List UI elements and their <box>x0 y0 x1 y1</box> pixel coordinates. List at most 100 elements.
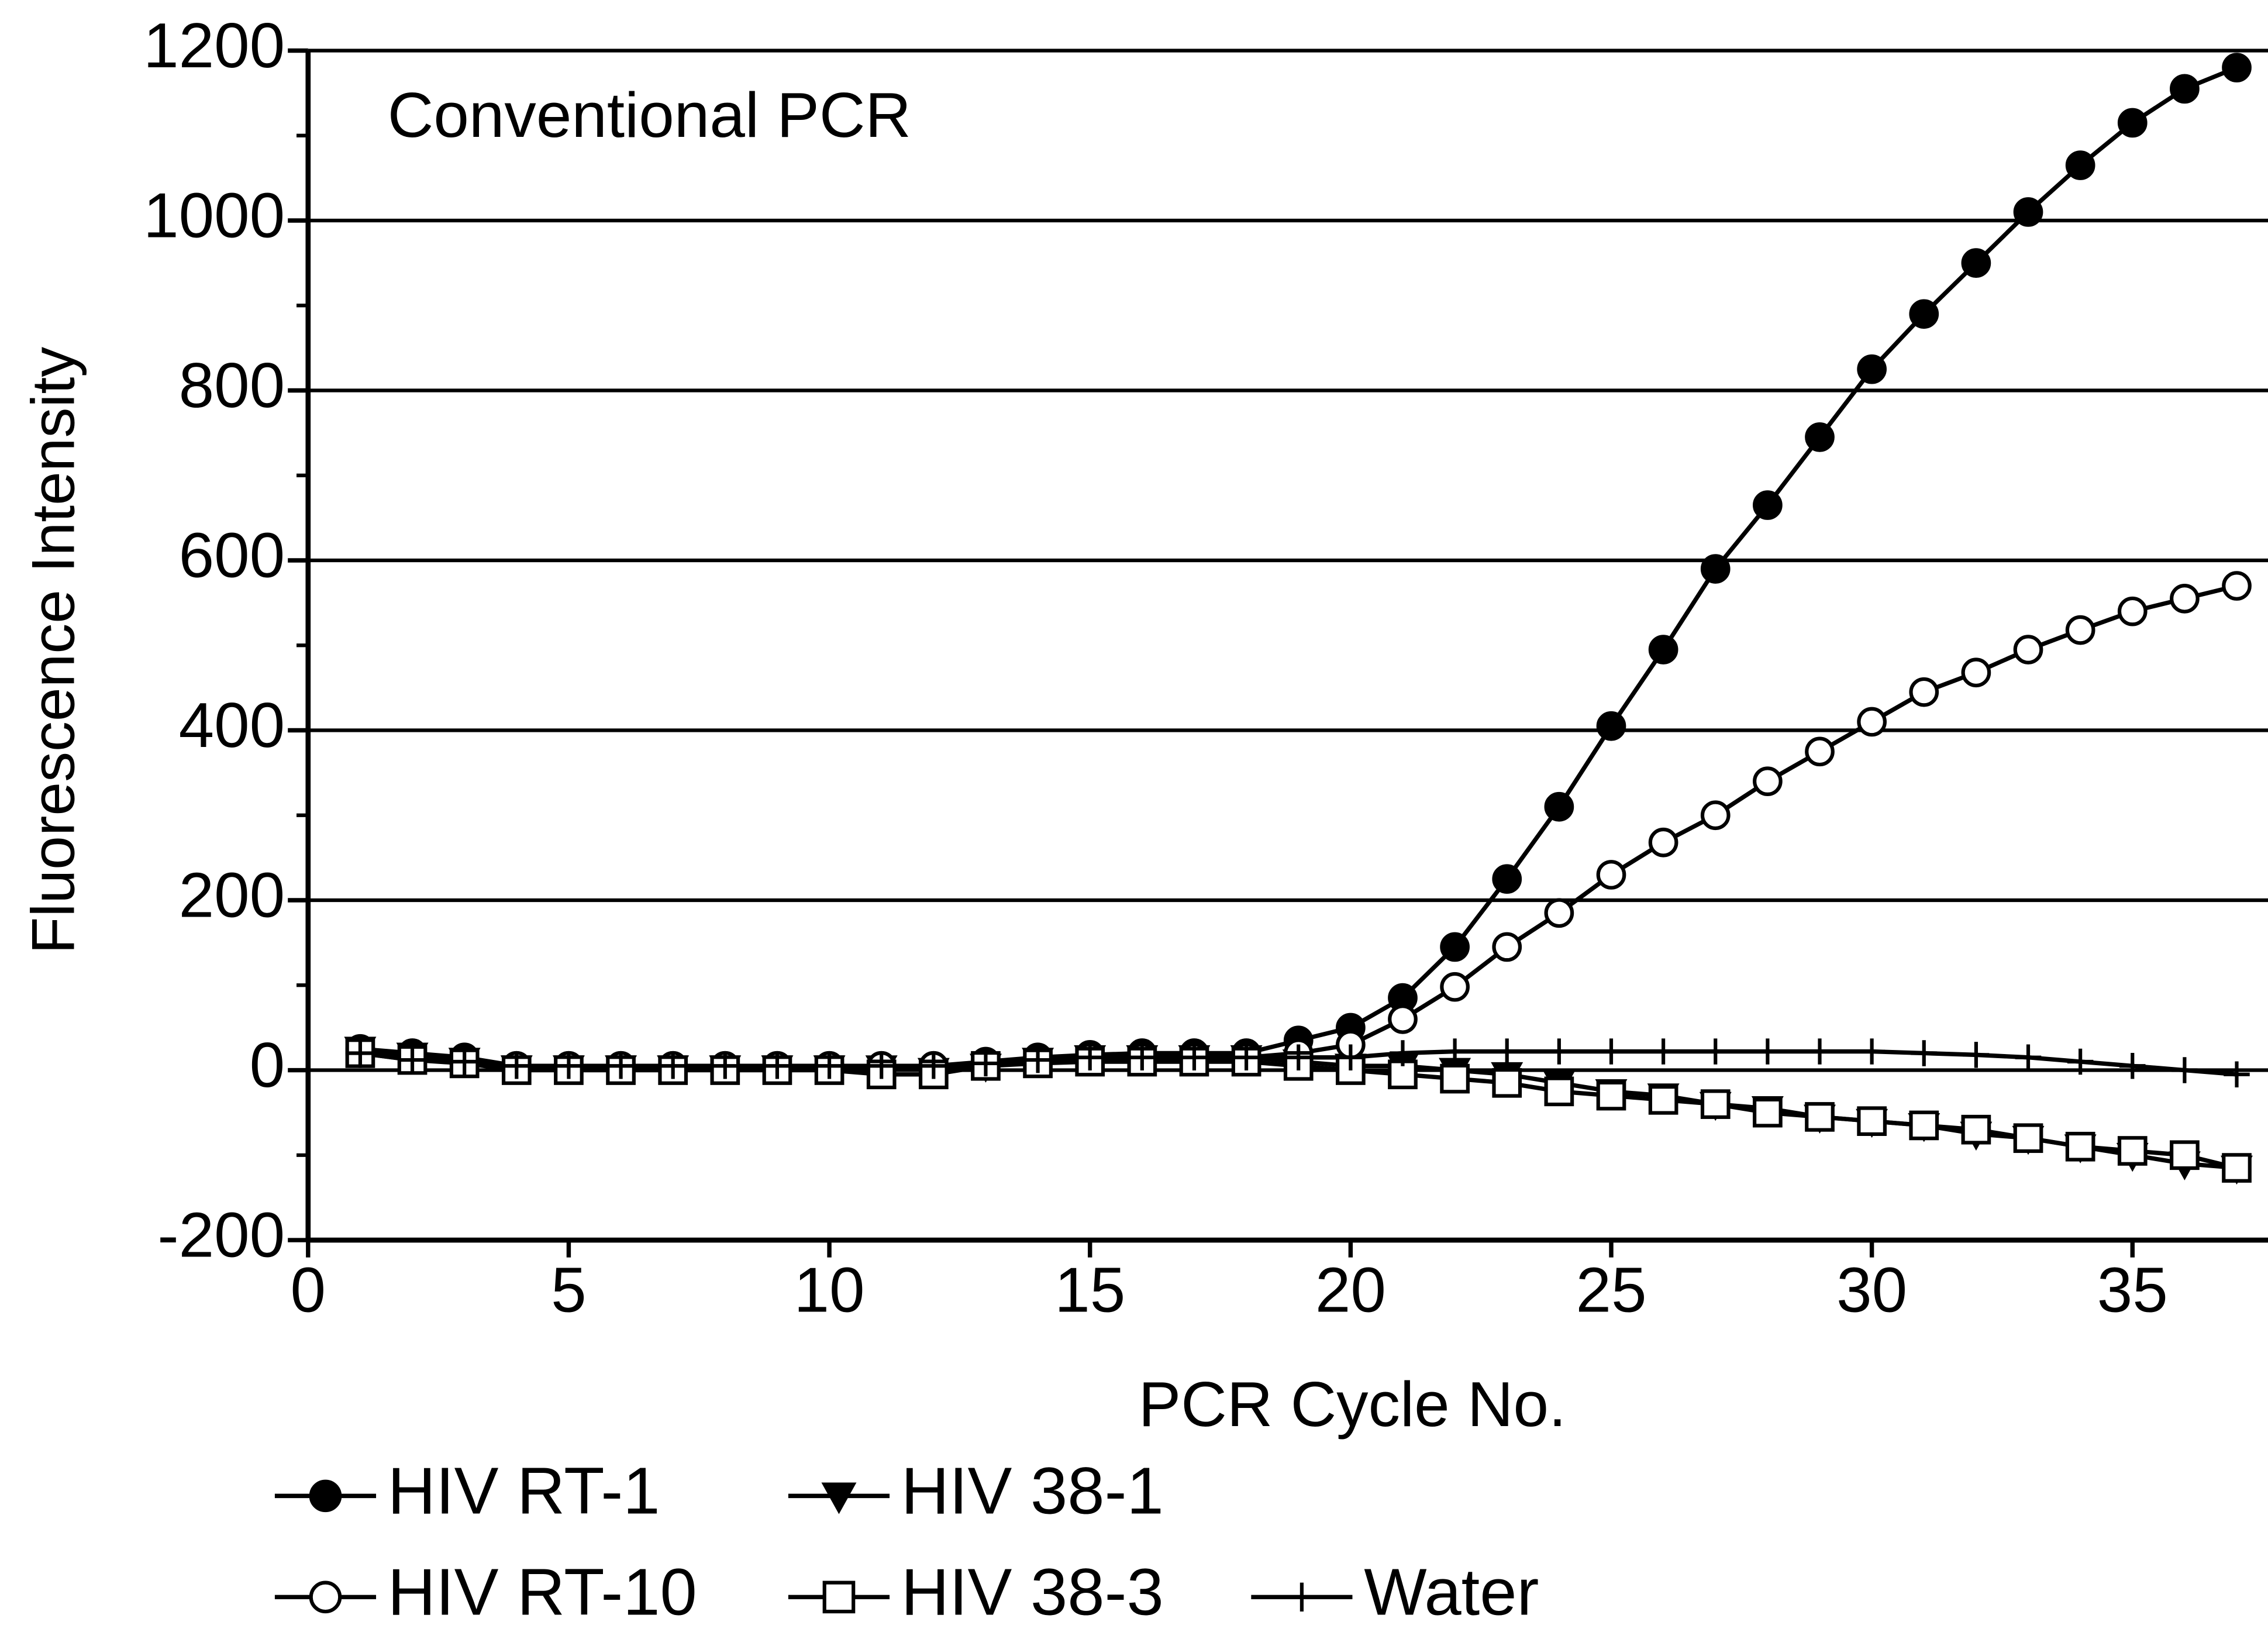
x-tick-label: 20 <box>1315 1255 1386 1326</box>
data-point <box>2222 53 2252 82</box>
data-point <box>973 1050 999 1077</box>
data-point <box>1859 1038 1885 1065</box>
data-point <box>1857 707 1887 737</box>
x-tick-label: 25 <box>1576 1255 1646 1326</box>
data-point <box>1909 299 1939 329</box>
x-tick-label: 10 <box>794 1255 865 1326</box>
data-point <box>2015 1044 2042 1070</box>
data-point <box>2170 584 2200 614</box>
data-point <box>504 1053 530 1079</box>
data-point <box>1494 1038 1521 1065</box>
data-point <box>399 1046 426 1073</box>
data-point <box>2117 108 2148 138</box>
x-tick-label: 30 <box>1836 1255 1907 1326</box>
data-point <box>1961 657 1991 688</box>
legend-label: HIV RT-10 <box>388 1555 697 1629</box>
data-point <box>2224 1061 2250 1088</box>
y-tick-label: 1000 <box>143 181 285 252</box>
data-point <box>1338 1044 1364 1070</box>
legend-label: HIV 38-3 <box>901 1555 1164 1629</box>
data-point <box>1440 932 1470 962</box>
data-point <box>1648 1085 1678 1115</box>
data-point <box>2117 1136 2148 1166</box>
data-point <box>1909 677 1939 707</box>
data-point <box>1492 1068 1522 1098</box>
data-point <box>1544 898 1574 928</box>
data-point <box>1961 1114 1991 1145</box>
data-point <box>1753 1097 1783 1128</box>
data-point <box>764 1053 791 1079</box>
data-point <box>1700 800 1731 831</box>
data-point <box>1440 972 1470 1002</box>
y-tick-label: 1200 <box>143 11 285 81</box>
data-point <box>1911 1040 1938 1066</box>
data-point <box>1077 1044 1103 1070</box>
y-tick-label: 600 <box>179 521 285 591</box>
data-point <box>2170 1140 2200 1170</box>
data-point <box>1492 864 1522 894</box>
data-point <box>1857 1106 1887 1137</box>
data-point <box>556 1053 582 1079</box>
data-point <box>2117 596 2148 626</box>
y-tick-label: 0 <box>250 1030 285 1101</box>
data-point <box>1440 1063 1470 1094</box>
data-point <box>2013 1123 2043 1154</box>
data-point <box>1857 354 1887 384</box>
data-point <box>2222 571 2252 601</box>
data-point <box>608 1053 634 1079</box>
data-point <box>712 1053 739 1079</box>
data-point <box>921 1053 947 1079</box>
y-tick-label: 400 <box>179 690 285 761</box>
y-tick-label: -200 <box>157 1200 285 1271</box>
legend-marker <box>309 1479 342 1513</box>
data-point <box>1805 736 1835 767</box>
data-point <box>2013 197 2043 227</box>
data-point <box>1648 827 1678 858</box>
legend-marker <box>821 1482 857 1514</box>
legend-marker <box>309 1581 342 1614</box>
x-tick-label: 15 <box>1054 1255 1125 1326</box>
data-point <box>1544 791 1574 822</box>
data-point <box>347 1040 374 1066</box>
y-tick-label: 200 <box>179 860 285 931</box>
data-point <box>1961 248 1991 278</box>
data-point <box>2067 1048 2094 1075</box>
data-point <box>1807 1038 1833 1065</box>
data-point <box>1181 1044 1208 1070</box>
data-point <box>1442 1038 1468 1065</box>
data-point <box>1753 490 1783 520</box>
data-point <box>1596 1080 1626 1111</box>
data-point <box>868 1053 895 1079</box>
legend-marker <box>1287 1582 1316 1612</box>
data-point <box>2065 1131 2095 1162</box>
data-point <box>816 1053 843 1079</box>
y-tick-label: 800 <box>179 350 285 421</box>
data-point <box>1390 1040 1416 1066</box>
data-point <box>1753 766 1783 796</box>
data-point <box>1546 1038 1573 1065</box>
legend-label: HIV 38-1 <box>901 1454 1164 1528</box>
data-point <box>1805 1102 1835 1132</box>
data-point <box>1650 1038 1677 1065</box>
data-point <box>1909 1110 1939 1141</box>
data-point <box>2172 1057 2198 1083</box>
data-point <box>2065 150 2095 180</box>
data-point <box>1700 1089 1731 1119</box>
data-point <box>2013 635 2043 664</box>
data-point <box>1648 635 1678 664</box>
data-point <box>2222 1153 2252 1183</box>
x-tick-label: 0 <box>291 1255 326 1326</box>
data-point <box>1702 1038 1729 1065</box>
data-point <box>2065 615 2095 645</box>
data-point <box>1544 1076 1574 1107</box>
series-line <box>360 583 2238 1068</box>
data-point <box>1805 422 1835 452</box>
data-point <box>2170 74 2200 104</box>
y-axis-label: Fluorescence Intensity <box>19 347 87 954</box>
data-point <box>1492 932 1522 962</box>
data-point <box>1596 860 1626 890</box>
data-point <box>1233 1044 1260 1070</box>
data-point <box>1129 1044 1156 1070</box>
annotation: Conventional PCR <box>388 80 911 151</box>
